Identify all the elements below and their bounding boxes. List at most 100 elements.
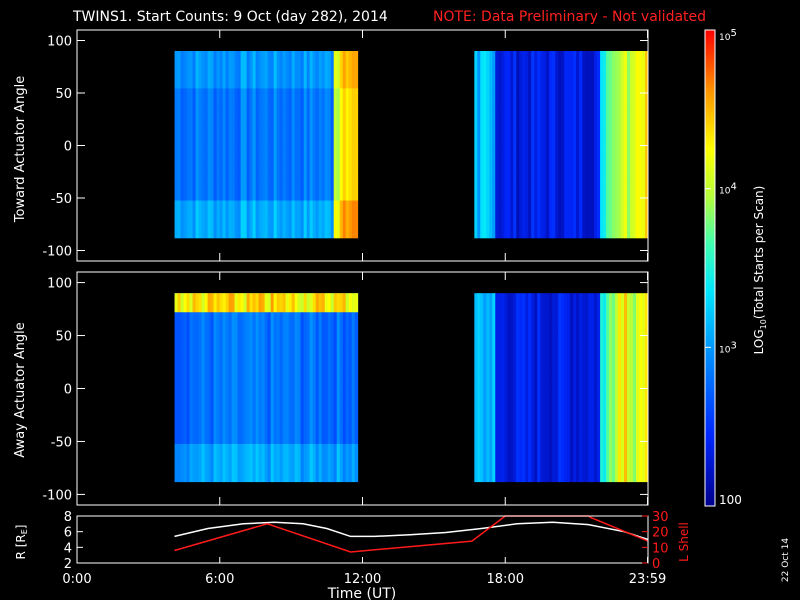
heatmap-cell (189, 330, 193, 351)
heatmap-cell (318, 387, 323, 407)
heatmap-cell (525, 462, 529, 483)
heatmap-cell (555, 444, 559, 464)
heatmap-cell (198, 107, 202, 127)
heatmap-cell (276, 219, 281, 239)
heatmap-cell (192, 444, 196, 464)
heatmap-cell (621, 144, 625, 164)
heatmap-cell (492, 349, 496, 369)
heatmap-cell (543, 144, 547, 164)
heatmap-cell (312, 406, 317, 426)
heatmap-cell (339, 349, 344, 369)
heatmap-cell (558, 387, 562, 407)
heatmap-cell (267, 200, 272, 220)
heatmap-cell (324, 69, 329, 89)
heatmap-cell (252, 406, 257, 426)
heatmap-cell (522, 69, 526, 89)
heatmap-cell (627, 349, 631, 369)
heatmap-cell (282, 312, 287, 332)
heatmap-cell (312, 181, 317, 201)
heatmap-cell (507, 51, 511, 71)
heatmap-cell (558, 88, 562, 108)
heatmap-cell (294, 387, 299, 407)
heatmap-cell (291, 51, 296, 71)
heatmap-cell (285, 444, 290, 464)
heatmap-cell (231, 312, 236, 332)
heatmap-cell (645, 219, 649, 239)
heatmap-cell (624, 444, 628, 464)
heatmap-cell (573, 163, 577, 183)
heatmap-cell (252, 200, 257, 220)
heatmap-cell (345, 200, 350, 220)
heatmap-cell (318, 107, 323, 127)
heatmap-cell (504, 387, 508, 407)
heatmap-cell (339, 181, 344, 201)
heatmap-cell (183, 181, 187, 201)
heatmap-cell (555, 88, 559, 108)
heatmap-cell (639, 387, 643, 407)
heatmap-cell (585, 349, 589, 369)
heatmap-cell (222, 444, 226, 464)
heatmap-cell (204, 349, 208, 369)
heatmap-cell (546, 462, 550, 483)
heatmap-cell (537, 312, 541, 332)
heatmap-cell (483, 200, 487, 220)
heatmap-cell (594, 312, 598, 332)
heatmap-cell (582, 200, 586, 220)
heatmap-cell (534, 88, 538, 108)
heatmap-cell (585, 330, 589, 351)
heatmap-cell (546, 69, 550, 89)
heatmap-cell (561, 293, 565, 313)
heatmap-cell (240, 163, 245, 183)
heatmap-cell (333, 312, 338, 332)
heatmap-cell (225, 330, 229, 351)
heatmap-cell (192, 51, 196, 71)
heatmap-cell (582, 219, 586, 239)
heatmap-cell (561, 368, 565, 388)
heatmap-cell (540, 107, 544, 127)
heatmap-cell (633, 144, 637, 164)
heatmap-cell (189, 125, 193, 145)
heatmap-cell (579, 444, 583, 464)
heatmap-cell (519, 181, 523, 201)
heatmap-cell (510, 88, 514, 108)
heatmap-cell (501, 219, 505, 239)
heatmap-cell (321, 312, 326, 332)
heatmap-cell (252, 219, 257, 239)
heatmap-cell (570, 125, 574, 145)
heatmap-cell (498, 444, 502, 464)
heatmap-cell (564, 387, 568, 407)
heatmap-cell (498, 425, 502, 445)
heatmap-cell (642, 88, 646, 108)
heatmap-cell (351, 125, 356, 145)
heatmap-cell (555, 181, 559, 201)
heatmap-cell (564, 293, 568, 313)
heatmap-cell (537, 406, 541, 426)
heatmap-cell (525, 88, 529, 108)
heatmap-cell (483, 425, 487, 445)
heatmap-cell (579, 387, 583, 407)
heatmap-cell (321, 163, 326, 183)
heatmap-cell (342, 181, 347, 201)
heatmap-cell (477, 144, 481, 164)
heatmap-cell (288, 368, 293, 388)
heatmap-cell (249, 293, 254, 313)
heatmap-cell (630, 330, 634, 351)
heatmap-cell (621, 368, 625, 388)
heatmap-cell (219, 462, 223, 483)
heatmap-cell (483, 293, 487, 313)
heatmap-cell (474, 88, 478, 108)
heatmap-cell (180, 462, 184, 483)
heatmap-cell (504, 462, 508, 483)
heatmap-cell (519, 144, 523, 164)
heatmap-cell (342, 368, 347, 388)
heatmap-cell (186, 51, 190, 71)
heatmap-cell (519, 406, 523, 426)
heatmap-cell (198, 406, 202, 426)
heatmap-cell (252, 462, 257, 483)
heatmap-cell (291, 144, 296, 164)
heatmap-cell (222, 368, 226, 388)
toward-angle-ylabel: Toward Actuator Angle (13, 76, 28, 223)
